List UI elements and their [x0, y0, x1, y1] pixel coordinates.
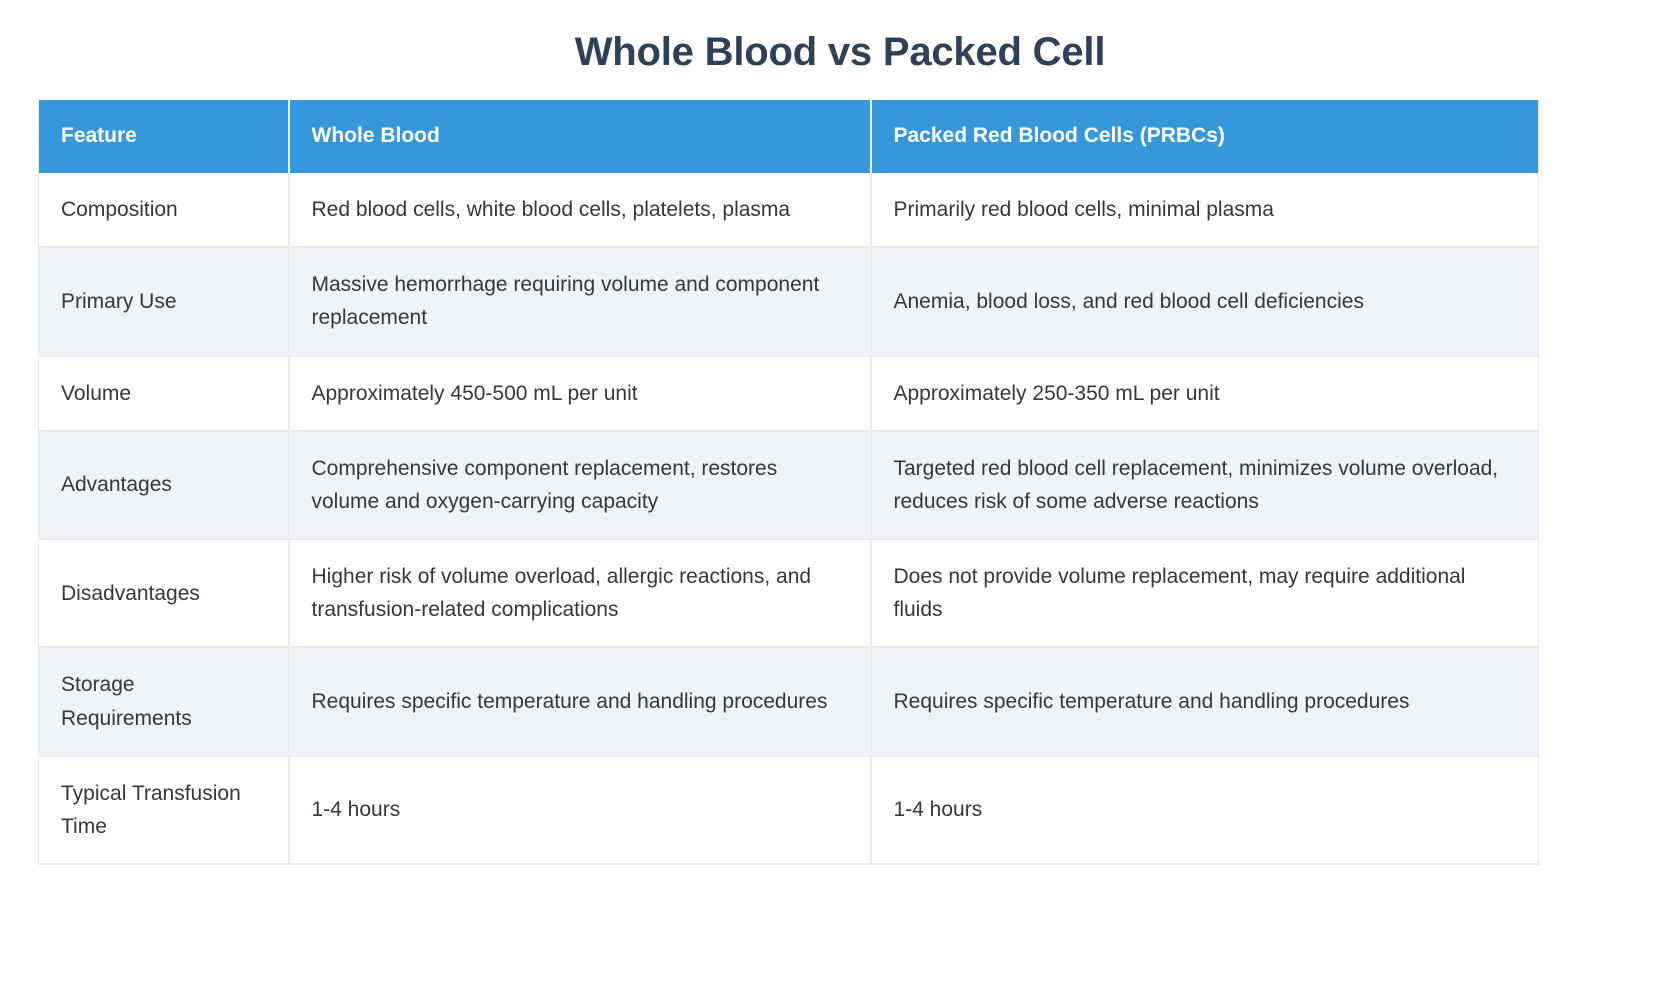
- whole-blood-value: Higher risk of volume overload, allergic…: [311, 565, 812, 622]
- prbc-value: Primarily red blood cells, minimal plasm…: [893, 198, 1274, 221]
- table-row: Composition Red blood cells, white blood…: [38, 173, 1539, 249]
- cell-prbc: Anemia, blood loss, and red blood cell d…: [869, 247, 1539, 357]
- whole-blood-value: Comprehensive component replacement, res…: [311, 456, 778, 513]
- table-header: Feature Whole Blood Packed Red Blood Cel…: [38, 100, 1539, 173]
- table-header-row: Feature Whole Blood Packed Red Blood Cel…: [38, 100, 1539, 173]
- column-header-feature[interactable]: Feature: [38, 100, 289, 173]
- prbc-value: 1-4 hours: [893, 798, 983, 822]
- whole-blood-vs-prbc-table: Feature Whole Blood Packed Red Blood Cel…: [38, 100, 1539, 866]
- cell-feature: Volume: [38, 355, 289, 432]
- cell-feature: Advantages: [38, 430, 289, 541]
- cell-whole-blood: Requires specific temperature and handli…: [287, 647, 871, 757]
- page-title: Whole Blood vs Packed Cell: [574, 30, 1106, 74]
- cell-feature: Primary Use: [38, 247, 289, 357]
- cell-feature: Disadvantages: [38, 539, 289, 649]
- whole-blood-value: Requires specific temperature and handli…: [311, 689, 828, 713]
- feature-label: Disadvantages: [61, 581, 200, 605]
- whole-blood-value: Approximately 450-500 mL per unit: [311, 381, 638, 405]
- cell-feature: Composition: [38, 173, 289, 249]
- cell-whole-blood: Red blood cells, white blood cells, plat…: [287, 173, 871, 249]
- prbc-value: Anemia, blood loss, and red blood cell d…: [893, 289, 1364, 313]
- whole-blood-value: 1-4 hours: [311, 798, 401, 822]
- table-body: Composition Red blood cells, white blood…: [38, 173, 1539, 866]
- cell-whole-blood: Massive hemorrhage requiring volume and …: [287, 247, 871, 357]
- table-row: Typical Transfusion Time 1-4 hours 1-4 h…: [38, 755, 1539, 866]
- comparison-table-container: Feature Whole Blood Packed Red Blood Cel…: [38, 100, 1539, 866]
- cell-whole-blood: Higher risk of volume overload, allergic…: [287, 539, 871, 649]
- cell-prbc: Does not provide volume replacement, may…: [869, 539, 1539, 649]
- feature-label: Primary Use: [61, 289, 177, 313]
- prbc-value: Requires specific temperature and handli…: [893, 689, 1410, 713]
- feature-label: Storage Requirements: [61, 673, 192, 730]
- table-row: Disadvantages Higher risk of volume over…: [38, 539, 1539, 649]
- table-row: Primary Use Massive hemorrhage requiring…: [38, 247, 1539, 357]
- prbc-value: Does not provide volume replacement, may…: [893, 565, 1466, 622]
- cell-prbc: Primarily red blood cells, minimal plasm…: [869, 173, 1539, 249]
- cell-prbc: 1-4 hours: [869, 755, 1539, 866]
- cell-prbc: Targeted red blood cell replacement, min…: [869, 430, 1539, 541]
- whole-blood-value: Massive hemorrhage requiring volume and …: [311, 273, 820, 330]
- feature-label: Composition: [61, 198, 178, 221]
- cell-feature: Storage Requirements: [38, 647, 289, 757]
- prbc-value: Targeted red blood cell replacement, min…: [893, 456, 1499, 513]
- feature-label: Volume: [61, 381, 132, 405]
- cell-feature: Typical Transfusion Time: [38, 755, 289, 866]
- cell-whole-blood: Comprehensive component replacement, res…: [287, 430, 871, 541]
- column-header-packed-red-blood-cells[interactable]: Packed Red Blood Cells (PRBCs): [869, 100, 1539, 173]
- cell-prbc: Requires specific temperature and handli…: [869, 647, 1539, 757]
- whole-blood-value: Red blood cells, white blood cells, plat…: [311, 198, 791, 221]
- table-row: Advantages Comprehensive component repla…: [38, 430, 1539, 541]
- cell-whole-blood: 1-4 hours: [287, 755, 871, 866]
- feature-label: Advantages: [61, 473, 172, 497]
- table-row: Storage Requirements Requires specific t…: [38, 647, 1539, 757]
- prbc-value: Approximately 250-350 mL per unit: [893, 381, 1220, 405]
- cell-prbc: Approximately 250-350 mL per unit: [869, 355, 1539, 432]
- column-header-whole-blood[interactable]: Whole Blood: [287, 100, 871, 173]
- table-row: Volume Approximately 450-500 mL per unit…: [38, 355, 1539, 432]
- cell-whole-blood: Approximately 450-500 mL per unit: [287, 355, 871, 432]
- feature-label: Typical Transfusion Time: [61, 781, 241, 838]
